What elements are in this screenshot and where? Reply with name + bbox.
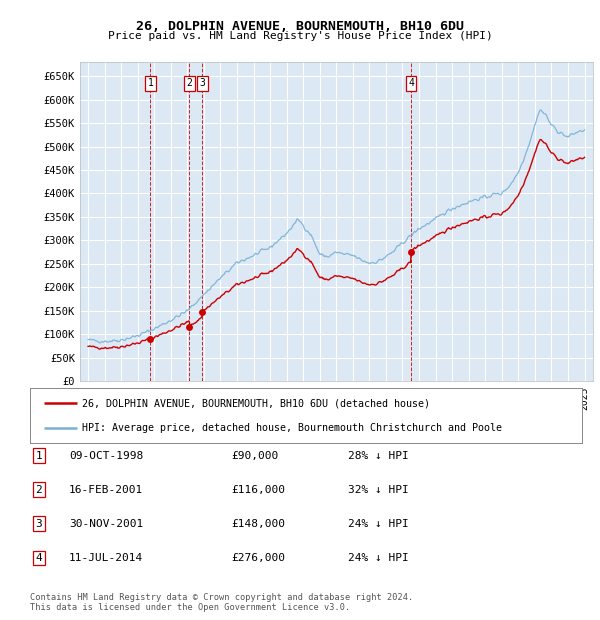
Text: 24% ↓ HPI: 24% ↓ HPI <box>348 519 409 529</box>
Text: 09-OCT-1998: 09-OCT-1998 <box>69 451 143 461</box>
Text: £116,000: £116,000 <box>231 485 285 495</box>
Text: 32% ↓ HPI: 32% ↓ HPI <box>348 485 409 495</box>
Text: 1: 1 <box>148 78 154 88</box>
Text: £90,000: £90,000 <box>231 451 278 461</box>
Text: 3: 3 <box>199 78 205 88</box>
Text: 1: 1 <box>35 451 43 461</box>
Text: 16-FEB-2001: 16-FEB-2001 <box>69 485 143 495</box>
Text: 4: 4 <box>408 78 414 88</box>
Text: 2: 2 <box>35 485 43 495</box>
Text: 24% ↓ HPI: 24% ↓ HPI <box>348 553 409 563</box>
Text: 26, DOLPHIN AVENUE, BOURNEMOUTH, BH10 6DU (detached house): 26, DOLPHIN AVENUE, BOURNEMOUTH, BH10 6D… <box>82 398 430 408</box>
Text: 30-NOV-2001: 30-NOV-2001 <box>69 519 143 529</box>
Point <box>185 322 194 332</box>
Text: 4: 4 <box>35 553 43 563</box>
Text: 3: 3 <box>35 519 43 529</box>
Point <box>146 334 155 344</box>
Text: Price paid vs. HM Land Registry's House Price Index (HPI): Price paid vs. HM Land Registry's House … <box>107 31 493 41</box>
Text: £276,000: £276,000 <box>231 553 285 563</box>
Text: 11-JUL-2014: 11-JUL-2014 <box>69 553 143 563</box>
Text: 2: 2 <box>187 78 192 88</box>
Text: 28% ↓ HPI: 28% ↓ HPI <box>348 451 409 461</box>
Text: Contains HM Land Registry data © Crown copyright and database right 2024.
This d: Contains HM Land Registry data © Crown c… <box>30 593 413 613</box>
Point <box>197 307 207 317</box>
Text: 26, DOLPHIN AVENUE, BOURNEMOUTH, BH10 6DU: 26, DOLPHIN AVENUE, BOURNEMOUTH, BH10 6D… <box>136 20 464 33</box>
Text: £148,000: £148,000 <box>231 519 285 529</box>
Text: HPI: Average price, detached house, Bournemouth Christchurch and Poole: HPI: Average price, detached house, Bour… <box>82 423 502 433</box>
Point <box>406 247 416 257</box>
